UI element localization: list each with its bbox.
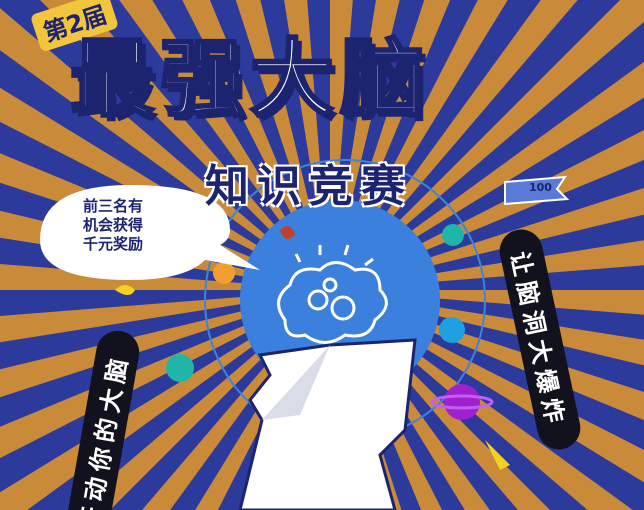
planet: [444, 384, 480, 420]
ray: [330, 0, 400, 290]
subtitle: 知识竞赛: [205, 161, 413, 212]
mushroom: [280, 226, 295, 239]
head-shade: [262, 345, 330, 420]
speech-bubble: [40, 185, 260, 280]
planet: [442, 224, 464, 246]
planet-ring: [430, 394, 494, 410]
bubble-line: 前三名有: [82, 197, 143, 215]
planet: [213, 262, 235, 284]
ray: [0, 8, 330, 290]
rocket: [485, 440, 510, 470]
title: 最强大脑: [68, 28, 431, 130]
head: [238, 338, 417, 510]
ribbon-shape: [504, 175, 570, 206]
comet: [115, 285, 135, 295]
ray: [40, 0, 330, 290]
ribbon-text: 100: [529, 181, 552, 194]
planet: [439, 317, 465, 343]
bubble-line: 千元奖励: [82, 235, 143, 253]
ray: [330, 0, 644, 290]
bubble-text: 前三名有 机会获得 千元奖励: [58, 197, 168, 254]
brain-icon: [277, 244, 388, 344]
bubble-line: 机会获得: [82, 216, 143, 234]
planet: [166, 354, 194, 382]
